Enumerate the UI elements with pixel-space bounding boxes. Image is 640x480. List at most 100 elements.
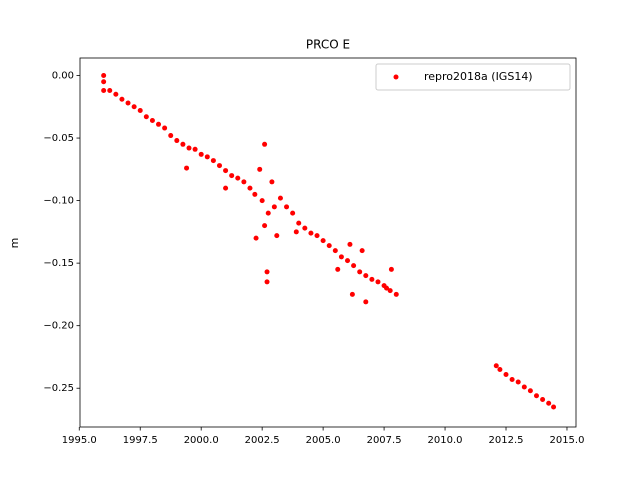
point	[101, 88, 107, 94]
y-axis-label: m	[8, 238, 21, 249]
point	[257, 166, 263, 172]
point	[253, 235, 259, 241]
point	[113, 91, 119, 97]
x-tick-label: 2015.0	[549, 435, 584, 446]
point	[107, 88, 113, 94]
legend-label: repro2018a (IGS14)	[424, 70, 533, 83]
point	[262, 223, 268, 229]
point	[515, 379, 521, 385]
point	[156, 121, 162, 127]
point	[332, 248, 338, 254]
point	[131, 104, 137, 110]
x-tick-label: 2005.0	[306, 435, 341, 446]
point	[359, 248, 365, 254]
point	[180, 141, 186, 147]
point	[252, 191, 258, 197]
chart-title: PRCO E	[306, 38, 350, 52]
point	[363, 299, 369, 305]
plot-frame	[79, 57, 577, 428]
point	[210, 158, 216, 164]
point	[247, 185, 253, 191]
y-tick-label: −0.10	[43, 196, 74, 207]
point	[351, 263, 357, 269]
point	[314, 233, 320, 239]
point	[264, 279, 270, 285]
point	[387, 288, 393, 294]
y-tick-label: −0.15	[43, 258, 74, 269]
point	[264, 269, 270, 275]
point	[290, 210, 296, 216]
y-tick-label: 0.00	[52, 71, 74, 82]
point	[184, 165, 190, 171]
point	[540, 396, 546, 402]
legend-box	[375, 63, 571, 91]
point	[119, 96, 125, 102]
point	[262, 141, 268, 147]
x-tick-label: 2002.5	[245, 435, 280, 446]
point	[204, 154, 210, 160]
x-tick-label: 2000.0	[184, 435, 219, 446]
point	[271, 204, 277, 210]
point	[235, 175, 241, 181]
point	[274, 233, 280, 239]
point	[241, 179, 247, 185]
point	[296, 220, 302, 226]
y-tick-label: −0.05	[43, 133, 74, 144]
point	[349, 291, 355, 297]
point	[335, 266, 341, 272]
x-tick-label: 1995.0	[62, 435, 97, 446]
x-tick-label: 1997.5	[123, 435, 158, 446]
point	[223, 168, 229, 174]
point	[293, 229, 299, 235]
point	[168, 133, 174, 139]
point	[509, 376, 515, 382]
point	[149, 118, 155, 124]
point	[363, 273, 369, 279]
point	[174, 138, 180, 144]
legend-marker	[393, 74, 399, 80]
point	[162, 125, 168, 131]
x-tick-label: 2010.0	[428, 435, 463, 446]
point	[493, 363, 499, 369]
point	[223, 185, 229, 191]
point	[393, 291, 399, 297]
point	[198, 151, 204, 157]
point	[308, 230, 314, 236]
point	[269, 179, 275, 185]
point	[345, 258, 351, 264]
x-tick-label: 2012.5	[489, 435, 524, 446]
point	[216, 163, 222, 169]
point	[357, 269, 363, 275]
point	[320, 238, 326, 244]
point	[527, 388, 533, 394]
point	[137, 108, 143, 114]
point	[521, 384, 527, 390]
point	[375, 279, 381, 285]
y-tick-label: −0.25	[43, 383, 74, 394]
point	[229, 173, 235, 179]
point	[503, 371, 509, 377]
point	[546, 400, 552, 406]
point	[326, 243, 332, 249]
point	[284, 204, 290, 210]
point	[369, 276, 375, 282]
point	[338, 254, 344, 260]
y-tick-label: −0.20	[43, 321, 74, 332]
point	[186, 145, 192, 151]
point	[125, 100, 131, 106]
point	[497, 366, 503, 372]
point	[277, 195, 283, 201]
point	[533, 393, 539, 399]
point	[302, 225, 308, 231]
point	[551, 404, 557, 410]
point	[101, 79, 107, 85]
point	[192, 146, 198, 152]
point	[101, 73, 107, 79]
point	[384, 285, 390, 291]
point	[259, 198, 265, 204]
point	[347, 241, 353, 247]
point	[388, 266, 394, 272]
point	[265, 210, 271, 216]
x-tick-label: 2007.5	[367, 435, 402, 446]
